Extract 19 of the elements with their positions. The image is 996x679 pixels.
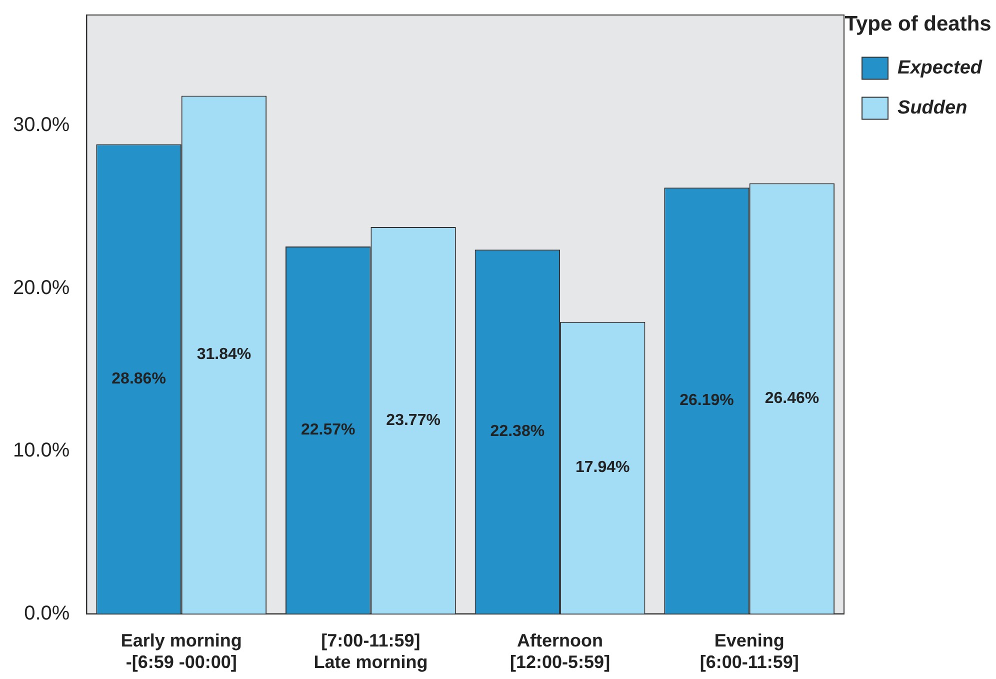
data-label: 28.86% — [112, 370, 166, 388]
y-tick-label: 0.0% — [24, 602, 70, 624]
x-tick-label: [7:00-11:59] Late morning — [314, 630, 428, 672]
legend-label: Sudden — [898, 97, 968, 118]
y-tick-label: 20.0% — [12, 276, 70, 299]
legend-title: Type of deaths — [844, 12, 992, 36]
x-tick-label: Evening [6:00-11:59] — [700, 630, 799, 672]
data-label: 31.84% — [196, 346, 252, 364]
data-label: 26.46% — [764, 390, 820, 407]
data-label: 22.57% — [300, 422, 356, 439]
data-label: 22.38% — [490, 423, 545, 440]
legend-label: Expected — [898, 57, 982, 78]
y-tick-label: 30.0% — [12, 114, 70, 136]
y-tick-label: 10.0% — [12, 440, 70, 462]
data-label: 23.77% — [386, 412, 440, 429]
data-label: 26.19% — [680, 392, 734, 410]
data-label: 17.94% — [575, 459, 630, 476]
x-tick-label: Afternoon [12:00-5:59] — [510, 630, 610, 672]
x-tick-label: Early morning -[6:59 -00:00] — [120, 630, 242, 672]
